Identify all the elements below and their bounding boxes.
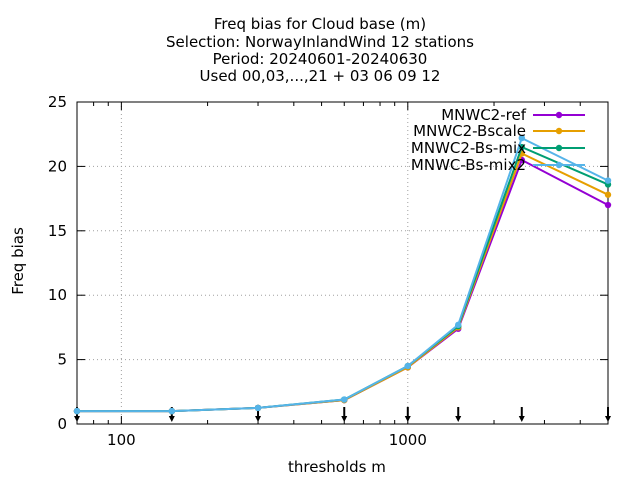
series-line-0 [77,158,609,413]
x-tick-label: 1000 [389,431,427,449]
threshold-arrow-head [518,416,525,422]
legend-label: MNWC2-ref [441,106,526,124]
data-point [604,191,612,198]
y-axis-label: Freq bias [9,227,27,295]
y-tick-label: 10 [48,286,67,304]
threshold-arrow-head [605,416,611,422]
threshold-arrow-head [455,416,462,422]
data-point [341,396,348,403]
x-tick-label: 100 [107,431,136,449]
data-point [168,407,176,415]
y-tick-label: 25 [48,93,67,111]
threshold-arrow-head [255,416,262,422]
data-point [518,134,525,142]
chart-title-line-3: Period: 20240601-20240630 [212,50,428,68]
data-point [73,407,81,415]
legend-marker [555,111,563,119]
legend-marker [555,127,563,135]
plot-frame [76,101,609,425]
data-point [604,177,612,184]
series-line-2 [77,145,609,413]
legend-marker [555,161,563,169]
legend-label: MNWC2-Bs-mix [411,139,526,157]
data-point [455,321,462,329]
legend-label: MNWC-Bs-mix2 [411,156,526,174]
series-line-3 [77,136,609,413]
legend-marker [555,144,563,152]
legend-label: MNWC2-Bscale [413,122,526,140]
y-tick-label: 20 [48,157,67,175]
series-line-1 [77,152,609,413]
data-point [604,201,612,209]
threshold-arrow-head [168,416,175,422]
chart-title-line-1: Freq bias for Cloud base (m) [213,15,427,33]
threshold-arrow-head [74,416,80,422]
y-tick-label: 5 [57,351,67,369]
y-tick-label: 0 [57,415,67,433]
chart-title-line-4: Used 00,03,...,21 + 03 06 09 12 [199,67,441,85]
data-point [254,404,262,412]
data-point [404,362,411,370]
chart-title-line-2: Selection: NorwayInlandWind 12 stations [166,33,474,51]
threshold-arrow-head [341,416,348,422]
y-tick-label: 15 [48,222,67,240]
threshold-arrow-head [404,416,411,422]
x-axis-label: thresholds m [288,458,386,476]
